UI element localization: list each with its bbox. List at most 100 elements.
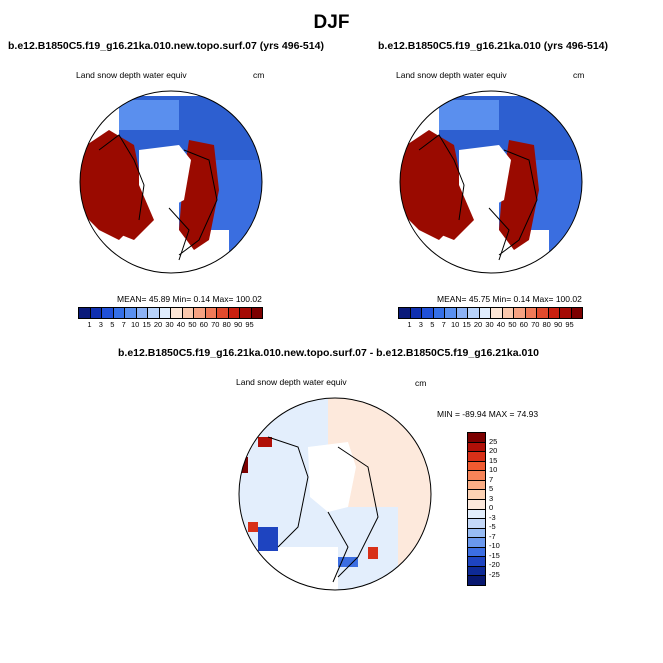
colorbar-tick-label: 25 [489, 436, 498, 446]
colorbar-tick-label: 20 [153, 320, 163, 329]
colorbar-tick-label: 95 [565, 320, 574, 329]
colorbar-tick-label: 1 [407, 320, 412, 329]
colorbar-tick-label: 50 [188, 320, 197, 329]
panel-1-colorbar-labels: 1 3 5 7 10 15 20 30 40 50 60 70 80 90 95 [78, 320, 261, 332]
panel-3-units: cm [415, 378, 427, 388]
colorbar-tick-label: 15 [142, 320, 151, 329]
colorbar-swatch [514, 308, 526, 318]
colorbar-tick-label: 5 [430, 320, 435, 329]
figure-title: DJF [313, 12, 350, 33]
colorbar-swatch [468, 308, 480, 318]
colorbar-tick-label: 95 [245, 320, 254, 329]
panel-1-variable: Land snow depth water equiv [76, 70, 187, 80]
colorbar-tick-label: 60 [199, 320, 208, 329]
colorbar-tick-label: 10 [451, 320, 460, 329]
colorbar-tick-label: 30 [165, 320, 174, 329]
panel-3-title: b.e12.B1850C5.f19_g16.21ka.010.new.topo.… [118, 347, 540, 359]
colorbar-tick-label: 7 [489, 474, 494, 484]
colorbar-swatch [228, 308, 240, 318]
panel-1-stats: MEAN= 45.89 Min= 0.14 Max= 100.02 [117, 294, 262, 304]
colorbar-swatch [182, 308, 194, 318]
colorbar-tick-label: 5 [489, 484, 494, 493]
panel-1-colorbar [78, 307, 263, 319]
panel-3-stats: MIN = -89.94 MAX = 74.93 [437, 409, 539, 419]
colorbar-swatch [468, 509, 485, 520]
colorbar-tick-label: 90 [233, 320, 243, 329]
colorbar-swatch [468, 433, 485, 443]
colorbar-swatch [468, 557, 485, 567]
colorbar-swatch [548, 308, 560, 318]
colorbar-tick-label: 7 [121, 320, 126, 329]
colorbar-tick-label: 30 [485, 320, 494, 329]
colorbar-swatch [205, 308, 217, 318]
colorbar-swatch [468, 461, 485, 472]
colorbar-swatch [468, 566, 485, 577]
colorbar-swatch [571, 308, 582, 318]
colorbar-tick-label: 20 [489, 446, 498, 455]
colorbar-swatch [525, 308, 537, 318]
colorbar-swatch [468, 490, 485, 500]
colorbar-tick-label: 70 [531, 320, 540, 329]
colorbar-tick-label: 40 [176, 320, 186, 329]
colorbar-tick-label: 20 [473, 320, 483, 329]
colorbar-swatch [251, 308, 262, 318]
colorbar-swatch [468, 547, 485, 558]
colorbar-swatch [90, 308, 102, 318]
colorbar-tick-label: 3 [98, 320, 103, 329]
colorbar-swatch [468, 538, 485, 548]
colorbar-tick-label: 40 [496, 320, 506, 329]
colorbar-swatch [468, 576, 485, 585]
colorbar-tick-label: 10 [489, 465, 498, 474]
panel-1-title: b.e12.B1850C5.f19_g16.21ka.010.new.topo.… [8, 40, 324, 52]
colorbar-swatch [468, 452, 485, 462]
colorbar-swatch [468, 480, 485, 491]
colorbar-swatch [445, 308, 457, 318]
colorbar-tick-label: 70 [211, 320, 220, 329]
colorbar-tick-label: -25 [489, 569, 500, 579]
colorbar-tick-label: -10 [489, 541, 500, 550]
panel-2-colorbar [398, 307, 583, 319]
colorbar-tick-label: -15 [489, 550, 500, 560]
colorbar-swatch [468, 519, 485, 529]
colorbar-tick-label: 80 [542, 320, 551, 329]
colorbar-swatch [422, 308, 434, 318]
colorbar-swatch [125, 308, 137, 318]
colorbar-tick-label: 5 [110, 320, 115, 329]
colorbar-swatch [468, 471, 485, 481]
colorbar-swatch [502, 308, 514, 318]
colorbar-swatch [148, 308, 160, 318]
colorbar-swatch [171, 308, 183, 318]
colorbar-swatch [410, 308, 422, 318]
colorbar-swatch [537, 308, 549, 318]
colorbar-swatch [217, 308, 229, 318]
colorbar-swatch [240, 308, 252, 318]
colorbar-swatch [433, 308, 445, 318]
colorbar-tick-label: 10 [131, 320, 140, 329]
panel-2-stats: MEAN= 45.75 Min= 0.14 Max= 100.02 [437, 294, 582, 304]
colorbar-swatch [399, 308, 411, 318]
colorbar-swatch [79, 308, 91, 318]
colorbar-tick-label: 80 [222, 320, 231, 329]
colorbar-tick-label: 1 [87, 320, 92, 329]
colorbar-swatch [102, 308, 114, 318]
panel-1-map [79, 90, 263, 274]
colorbar-swatch [479, 308, 491, 318]
colorbar-tick-label: 3 [418, 320, 423, 329]
colorbar-tick-label: -20 [489, 560, 500, 569]
panel-2-map [399, 90, 583, 274]
colorbar-tick-label: 60 [519, 320, 528, 329]
panel-3-colorbar [467, 432, 486, 586]
colorbar-swatch [194, 308, 206, 318]
panel-2-title: b.e12.B1850C5.f19_g16.21ka.010 (yrs 496-… [378, 40, 608, 52]
panel-2-variable: Land snow depth water equiv [396, 70, 507, 80]
colorbar-tick-label: -3 [489, 512, 496, 522]
colorbar-tick-label: 7 [441, 320, 446, 329]
colorbar-swatch [468, 499, 485, 510]
colorbar-swatch [468, 528, 485, 539]
panel-3-map [238, 397, 432, 591]
colorbar-tick-label: 3 [489, 493, 494, 503]
colorbar-tick-label: -5 [489, 522, 496, 531]
colorbar-tick-label: 15 [489, 455, 498, 465]
colorbar-swatch [468, 442, 485, 453]
colorbar-swatch [136, 308, 148, 318]
